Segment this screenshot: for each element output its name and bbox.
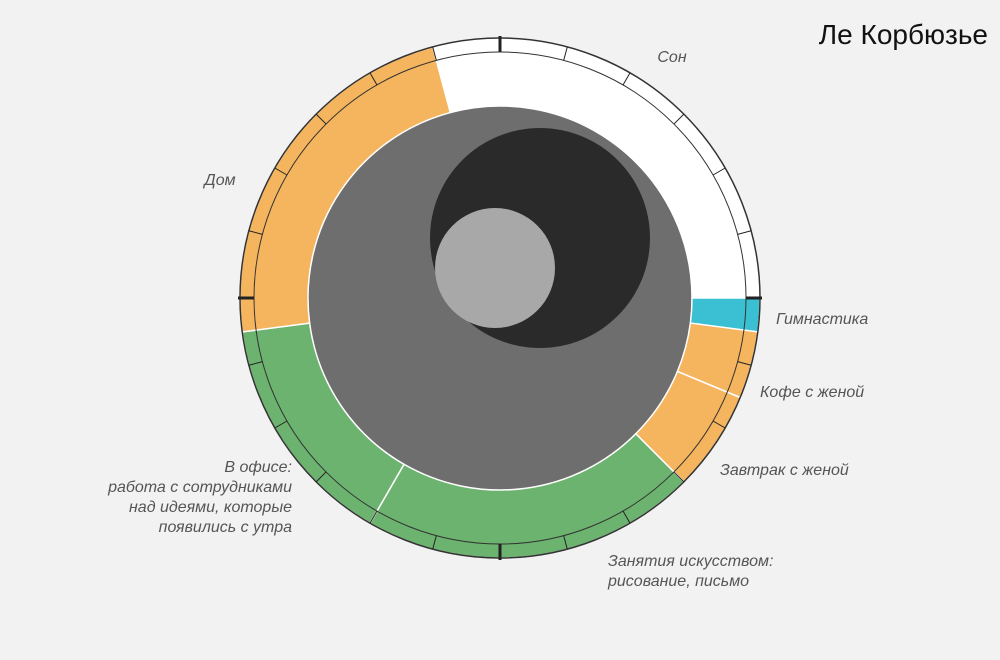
hour-tick: [737, 361, 752, 366]
hour-tick: [274, 420, 288, 429]
hour-tick: [563, 46, 568, 61]
segment-label: Сон: [657, 49, 686, 66]
hour-tick: [673, 113, 685, 125]
hour-tick: [673, 471, 685, 483]
hour-tick: [315, 471, 327, 483]
hour-tick: [622, 72, 631, 86]
hour-tick: [369, 510, 378, 524]
segment-label: В офисе: работа с сотрудниками над идеями,…: [107, 459, 292, 536]
hour-tick: [274, 167, 288, 176]
hour-tick: [315, 113, 327, 125]
hour-tick: [248, 230, 263, 235]
hour-tick: [737, 230, 752, 235]
hour-tick: [622, 510, 631, 524]
segment-label: Занятия искусством: рисование, письмо: [607, 553, 773, 590]
hour-tick: [432, 46, 437, 61]
chart-title: Ле Корбюзье: [819, 19, 988, 50]
hour-tick: [712, 420, 726, 429]
portrait-face: [435, 208, 555, 328]
segment-label: Дом: [202, 172, 235, 189]
hour-tick: [563, 535, 568, 550]
segment-label: Кофе с женой: [760, 384, 864, 401]
hour-tick: [432, 535, 437, 550]
hour-tick: [712, 167, 726, 176]
hour-tick: [248, 361, 263, 366]
hour-tick: [369, 72, 378, 86]
segment-label: Гимнастика: [776, 311, 868, 328]
segment-label: Завтрак с женой: [720, 462, 849, 479]
